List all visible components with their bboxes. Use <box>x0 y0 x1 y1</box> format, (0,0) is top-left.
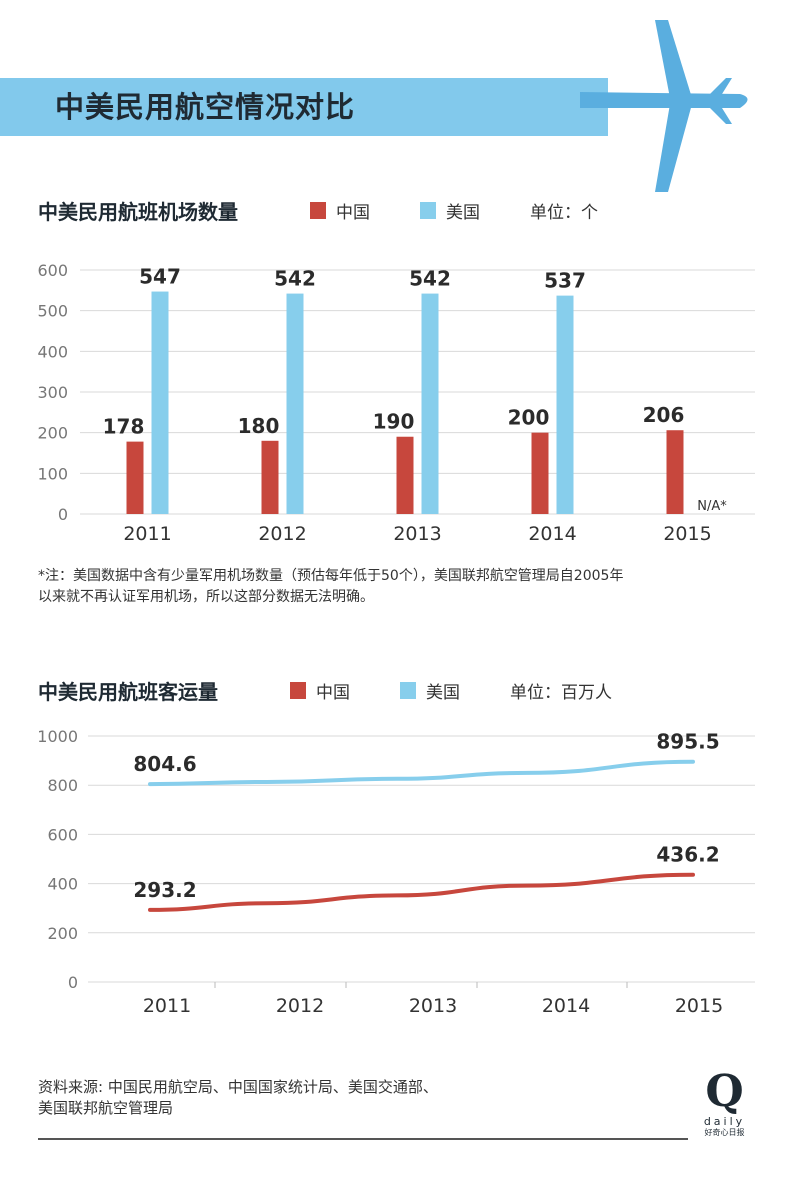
airplane-icon <box>580 20 748 192</box>
y-tick-label: 400 <box>47 875 78 894</box>
china-swatch <box>310 202 326 219</box>
footer-divider <box>38 1138 688 1140</box>
series-line-china <box>148 872 695 912</box>
x-tick-label: 2014 <box>528 523 576 545</box>
y-tick-label: 0 <box>58 505 68 524</box>
bar-usa <box>421 293 439 514</box>
line-legend-china: 中国 <box>290 678 350 703</box>
china-swatch <box>290 682 306 699</box>
x-tick-label: 2011 <box>123 523 171 545</box>
footnote-line-2: 以来就不再认证军用机场，所以这部分数据无法明确。 <box>38 589 374 605</box>
title-banner <box>0 78 608 136</box>
bar-legend-usa: 美国 <box>420 198 480 223</box>
usa-swatch <box>400 682 416 699</box>
y-tick-label: 200 <box>47 924 78 943</box>
data-label: N/A* <box>697 499 727 514</box>
y-tick-label: 300 <box>37 383 68 402</box>
legend-label-china: 中国 <box>316 683 350 703</box>
footnote: *注：美国数据中含有少量军用机场数量（预估每年低于50个），美国联邦航空管理局自… <box>38 566 768 608</box>
legend-label-usa: 美国 <box>446 203 480 223</box>
bar-china <box>261 440 279 514</box>
x-tick-label: 2015 <box>663 523 711 545</box>
data-label: 180 <box>238 414 280 438</box>
data-label: 190 <box>373 410 415 434</box>
source-note: 资料来源: 中国民用航空局、中国国家统计局、美国交通部、 美国联邦航空管理局 <box>38 1077 438 1119</box>
x-tick-label: 2012 <box>258 523 306 545</box>
line-unit-label: 单位：百万人 <box>510 683 612 703</box>
bar-china <box>666 430 684 514</box>
y-tick-label: 600 <box>47 825 78 844</box>
series-line-usa <box>148 759 695 787</box>
source-line-1: 资料来源: 中国民用航空局、中国国家统计局、美国交通部、 <box>38 1078 438 1096</box>
data-label: 178 <box>103 415 145 439</box>
data-label: 206 <box>643 403 685 427</box>
page-title: 中美民用航空情况对比 <box>55 90 356 124</box>
logo-letter: Q <box>705 1066 744 1117</box>
x-tick-label: 2012 <box>276 995 324 1017</box>
data-label: 293.2 <box>133 878 196 902</box>
x-tick-label: 2013 <box>409 995 457 1017</box>
footnote-line-1: *注：美国数据中含有少量军用机场数量（预估每年低于50个），美国联邦航空管理局自… <box>38 568 624 584</box>
data-label: 200 <box>508 406 550 430</box>
line-chart: 1000 800 600 400 200 0 2011 2012 2013 2014 2015 804… <box>37 727 755 1017</box>
bar-chart-title: 中美民用航班机场数量 <box>38 200 238 224</box>
x-tick-label: 2014 <box>542 995 590 1017</box>
y-tick-label: 500 <box>37 302 68 321</box>
data-label: 537 <box>544 269 586 293</box>
bar-usa <box>286 293 304 514</box>
data-label: 542 <box>274 267 316 291</box>
y-tick-label: 0 <box>68 973 78 992</box>
y-tick-label: 800 <box>47 776 78 795</box>
y-tick-label: 600 <box>37 261 68 280</box>
bar-chart: 600 500 400 300 200 100 0 2011 178 547 2012 180 542 2… <box>37 261 755 545</box>
logo-word: daily <box>703 1115 746 1128</box>
x-tick-label: 2015 <box>675 995 723 1017</box>
data-label: 542 <box>409 267 451 291</box>
y-tick-label: 400 <box>37 342 68 361</box>
bar-china <box>126 441 144 514</box>
y-tick-label: 100 <box>37 464 68 483</box>
qdaily-logo: Q daily 好奇心日报 <box>697 1068 752 1138</box>
line-legend-usa: 美国 <box>400 678 460 703</box>
data-label: 895.5 <box>656 730 719 754</box>
bar-legend-china: 中国 <box>310 198 370 223</box>
bar-usa <box>556 295 574 514</box>
y-tick-label: 200 <box>37 424 68 443</box>
y-tick-label: 1000 <box>37 727 78 746</box>
bar-china <box>531 432 549 514</box>
source-line-2: 美国联邦航空管理局 <box>38 1099 174 1117</box>
x-tick-label: 2013 <box>393 523 441 545</box>
x-tick-label: 2011 <box>143 995 191 1017</box>
data-label: 547 <box>139 265 181 289</box>
bar-unit-label: 单位：个 <box>530 203 598 223</box>
legend-label-usa: 美国 <box>426 683 460 703</box>
line-chart-title: 中美民用航班客运量 <box>38 680 218 704</box>
bar-china <box>396 436 414 514</box>
data-label: 436.2 <box>656 843 719 867</box>
bar-usa <box>151 291 169 514</box>
logo-sub: 好奇心日报 <box>704 1128 745 1137</box>
usa-swatch <box>420 202 436 219</box>
legend-label-china: 中国 <box>336 203 370 223</box>
data-label: 804.6 <box>133 752 196 776</box>
